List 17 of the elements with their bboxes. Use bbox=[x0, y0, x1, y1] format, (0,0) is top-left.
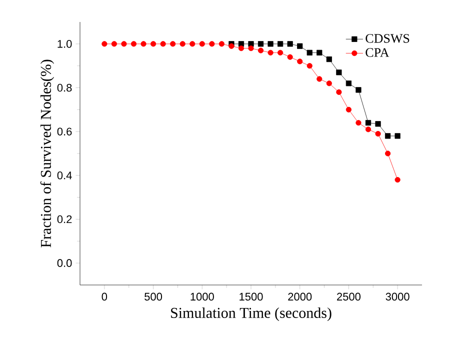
x-axis-title: Simulation Time (seconds) bbox=[171, 307, 332, 322]
legend-label: CDSWS bbox=[366, 34, 410, 43]
y-tick-label: 0.2 bbox=[57, 215, 72, 224]
x-tick-label: 1000 bbox=[190, 292, 214, 301]
x-tick-label: 2000 bbox=[288, 292, 312, 301]
x-tick-label: 1500 bbox=[240, 292, 263, 301]
y-tick-label: 0.0 bbox=[57, 259, 72, 267]
legend-label: CPA bbox=[366, 48, 390, 57]
y-tick-label: 1.0 bbox=[58, 40, 72, 48]
x-tick-label: 3000 bbox=[386, 292, 410, 301]
y-tick-label: 0.6 bbox=[57, 128, 72, 136]
x-tick-label: 500 bbox=[144, 292, 162, 301]
y-tick-label: 0.4 bbox=[57, 172, 72, 180]
x-tick-label: 0 bbox=[102, 292, 108, 301]
y-tick-label: 0.8 bbox=[57, 84, 72, 92]
y-axis-title: Fraction of Survived Nodes(%) bbox=[40, 60, 54, 248]
x-tick-label: 2500 bbox=[337, 292, 361, 301]
